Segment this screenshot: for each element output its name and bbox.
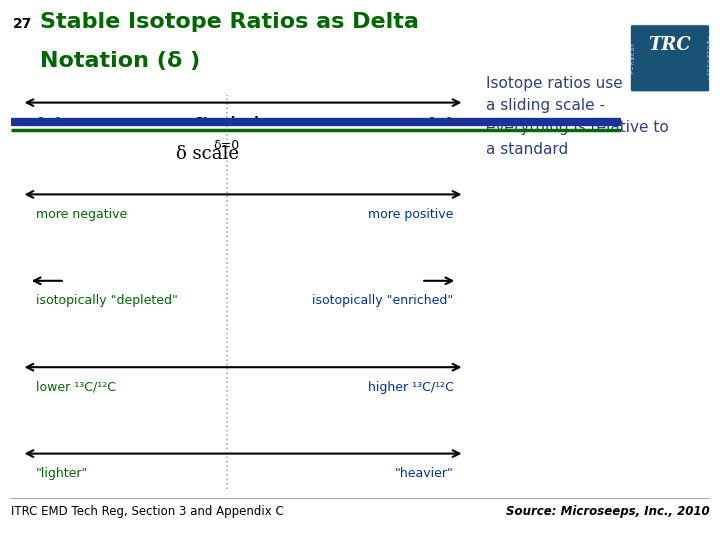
Text: "heavier": "heavier" [395,467,454,480]
Text: Standard: Standard [194,116,259,129]
Text: • INTERSTATE •: • INTERSTATE • [649,11,691,16]
Text: δ=0: δ=0 [214,139,240,152]
Text: Stable Isotope Ratios as Delta: Stable Isotope Ratios as Delta [40,12,418,32]
Text: δ scale: δ scale [176,145,239,163]
Text: TRC: TRC [649,36,691,53]
FancyBboxPatch shape [631,25,710,92]
Text: δ<0: δ<0 [36,116,62,129]
Text: more negative: more negative [36,208,127,221]
Text: ITRC EMD Tech Reg, Section 3 and Appendix C: ITRC EMD Tech Reg, Section 3 and Appendi… [11,505,284,518]
Text: "lighter": "lighter" [36,467,89,480]
Text: 27: 27 [13,17,32,31]
Text: C
O
U
N
C
I
L: C O U N C I L [631,44,634,75]
Text: • REGULATORY •: • REGULATORY • [649,100,690,105]
Text: isotopically "enriched": isotopically "enriched" [312,294,454,307]
Text: Isotope ratios use
a sliding scale -
everything is relative to
a standard: Isotope ratios use a sliding scale - eve… [486,76,669,157]
Text: higher ¹³C/¹²C: higher ¹³C/¹²C [368,381,454,394]
Text: isotopically "depleted": isotopically "depleted" [36,294,178,307]
Text: δ>0: δ>0 [428,116,454,129]
Text: more positive: more positive [368,208,454,221]
Text: lower ¹³C/¹²C: lower ¹³C/¹²C [36,381,116,394]
Text: T
E
C
H
N
O
L
O
G
Y: T E C H N O L O G Y [706,37,709,82]
Text: Source: Microseeps, Inc., 2010: Source: Microseeps, Inc., 2010 [505,505,709,518]
Text: Notation (δ ): Notation (δ ) [40,51,200,71]
